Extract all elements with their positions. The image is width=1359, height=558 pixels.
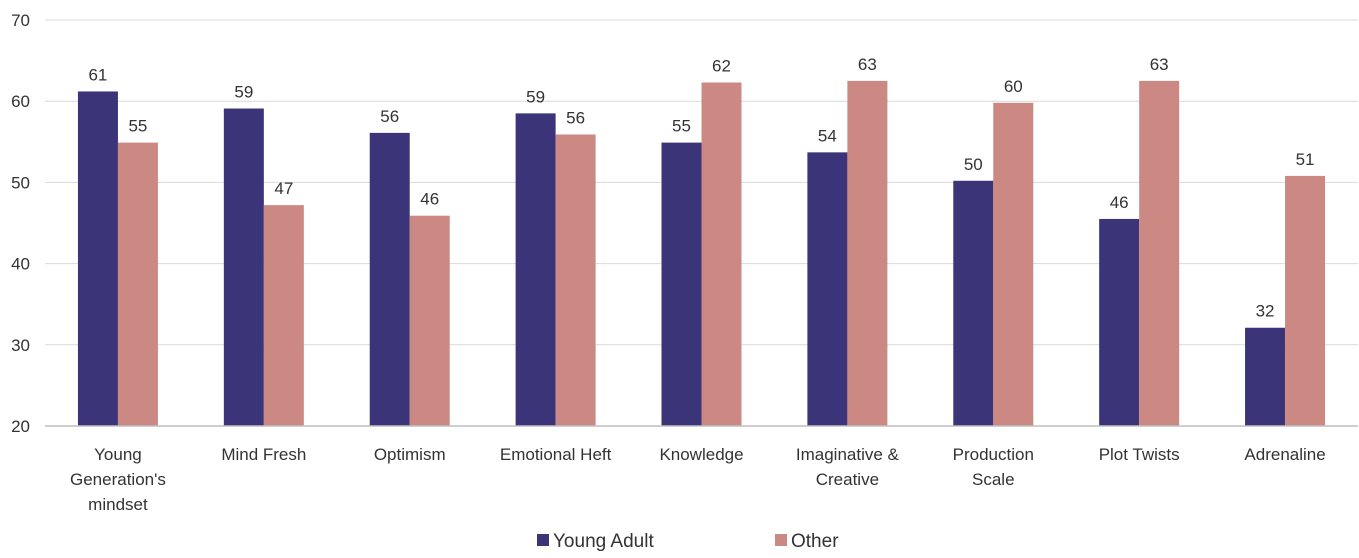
data-label: 62 bbox=[712, 57, 731, 76]
data-label: 51 bbox=[1296, 150, 1315, 169]
bar-other bbox=[993, 102, 1034, 426]
bar-young-adult bbox=[1245, 327, 1286, 426]
bar-other bbox=[117, 142, 158, 426]
category-label: Emotional Heft bbox=[500, 445, 612, 464]
y-axis-ticks: 20 30 40 50 60 70 bbox=[11, 11, 30, 436]
data-label: 63 bbox=[1150, 55, 1169, 74]
bar-young-adult bbox=[223, 108, 264, 427]
bar-young-adult bbox=[515, 113, 556, 426]
category-label: Young Generation's mindset bbox=[70, 445, 166, 514]
data-label: 55 bbox=[128, 117, 147, 136]
data-label: 56 bbox=[566, 108, 585, 127]
data-label: 61 bbox=[88, 65, 107, 84]
legend-swatch bbox=[775, 534, 787, 546]
category-label: Plot Twists bbox=[1099, 445, 1180, 464]
data-label: 46 bbox=[420, 190, 439, 209]
y-tick-label: 60 bbox=[11, 92, 30, 111]
data-labels: 61 55 59 47 56 46 59 56 55 62 54 63 50 60 46 63 32 51 bbox=[88, 55, 1314, 321]
legend-swatch bbox=[537, 534, 549, 546]
bar-young-adult bbox=[807, 152, 848, 426]
data-label: 54 bbox=[818, 126, 837, 145]
legend-label: Young Adult bbox=[553, 531, 654, 552]
bar-young-adult bbox=[77, 91, 118, 427]
bar-young-adult bbox=[953, 180, 994, 426]
data-label: 46 bbox=[1110, 193, 1129, 212]
category-label: Production Scale bbox=[953, 445, 1034, 489]
data-label: 56 bbox=[380, 107, 399, 126]
data-label: 59 bbox=[526, 87, 545, 106]
bar-other bbox=[1139, 80, 1180, 427]
category-labels: Young Generation's mindset Mind Fresh Optimi… bbox=[70, 445, 1326, 514]
data-label: 32 bbox=[1256, 302, 1275, 321]
category-label: Adrenaline bbox=[1244, 445, 1325, 464]
category-label: Knowledge bbox=[659, 445, 743, 464]
data-label: 47 bbox=[274, 179, 293, 198]
data-label: 55 bbox=[672, 117, 691, 136]
y-tick-label: 30 bbox=[11, 336, 30, 355]
bar-other bbox=[701, 82, 742, 427]
bar-other bbox=[1285, 175, 1326, 426]
legend: Young Adult Other bbox=[537, 531, 839, 552]
y-tick-label: 50 bbox=[11, 173, 30, 192]
bar-young-adult bbox=[661, 142, 702, 426]
category-label: Mind Fresh bbox=[221, 445, 306, 464]
category-label: Optimism bbox=[374, 445, 446, 464]
bar-young-adult bbox=[369, 132, 410, 427]
data-label: 63 bbox=[858, 55, 877, 74]
bars bbox=[77, 80, 1326, 427]
y-tick-label: 20 bbox=[11, 417, 30, 436]
legend-label: Other bbox=[791, 531, 839, 552]
data-label: 59 bbox=[234, 83, 253, 102]
bar-young-adult bbox=[1099, 218, 1140, 426]
y-tick-label: 40 bbox=[11, 255, 30, 274]
bar-other bbox=[409, 215, 450, 426]
y-tick-label: 70 bbox=[11, 11, 30, 30]
data-label: 60 bbox=[1004, 77, 1023, 96]
bar-other bbox=[847, 80, 888, 427]
data-label: 50 bbox=[964, 155, 983, 174]
bar-other bbox=[263, 205, 304, 426]
category-label: Imaginative & Creative bbox=[796, 445, 900, 489]
bar-other bbox=[555, 134, 596, 426]
